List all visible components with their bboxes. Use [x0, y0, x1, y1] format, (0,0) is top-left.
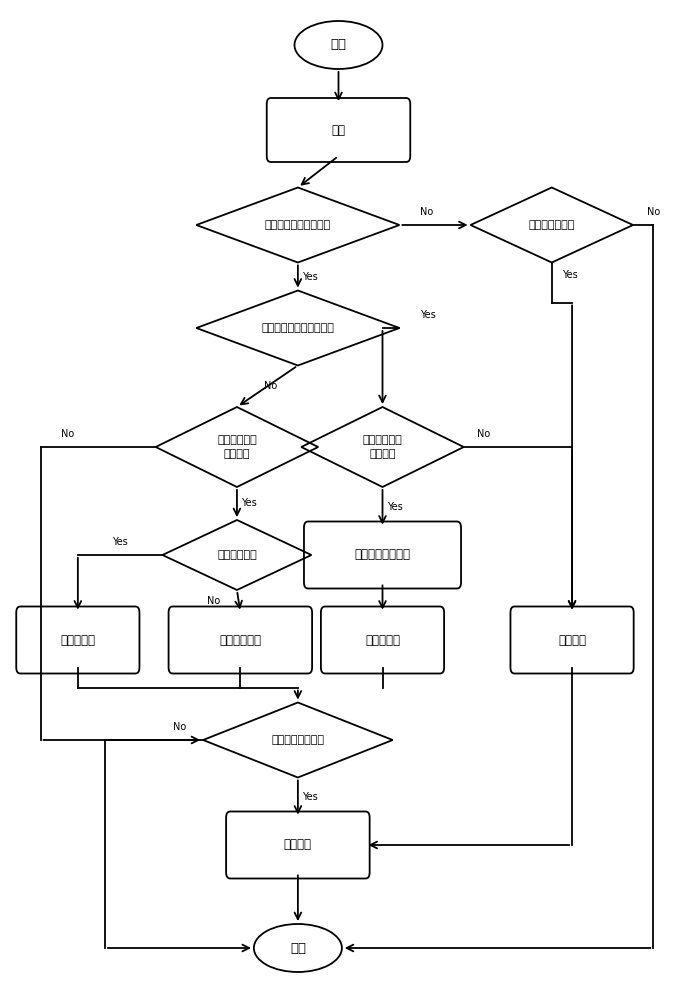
Text: Yes: Yes: [387, 502, 403, 512]
Text: 中性点小电阻接地: 中性点小电阻接地: [355, 548, 410, 562]
Text: 是否有停电发生: 是否有停电发生: [529, 220, 575, 230]
Text: 故障在检测点上游: 故障在检测点上游: [271, 735, 324, 745]
Text: No: No: [477, 429, 491, 439]
Text: 电流小于短路故障阈值: 电流小于短路故障阈值: [265, 220, 331, 230]
Text: Yes: Yes: [420, 310, 435, 320]
Text: Yes: Yes: [302, 271, 318, 282]
Text: Yes: Yes: [562, 270, 577, 280]
Text: No: No: [173, 722, 186, 732]
Text: Yes: Yes: [112, 537, 128, 547]
Text: No: No: [420, 207, 433, 217]
Text: 短路故障: 短路故障: [558, 634, 586, 647]
Text: 结束: 结束: [290, 942, 306, 954]
Text: Yes: Yes: [302, 792, 318, 802]
Text: 录波启动为电流突变启动: 录波启动为电流突变启动: [261, 323, 334, 333]
Text: 不接地算法: 不接地算法: [60, 634, 95, 647]
Text: No: No: [264, 381, 278, 391]
Text: No: No: [206, 596, 220, 606]
Text: Yes: Yes: [241, 498, 257, 508]
Text: 就地报警: 就地报警: [284, 838, 312, 852]
Text: No: No: [61, 429, 74, 439]
Text: 开始: 开始: [330, 38, 347, 51]
Text: No: No: [647, 207, 660, 217]
Text: 消弧线圈算法: 消弧线圈算法: [219, 634, 261, 647]
Text: 电流突变大于
启动阈值: 电流突变大于 启动阈值: [363, 435, 402, 459]
Text: 小电阻算法: 小电阻算法: [365, 634, 400, 647]
Text: 电压突变大于
启动阈值: 电压突变大于 启动阈值: [217, 435, 257, 459]
Text: 中性点不接地: 中性点不接地: [217, 550, 257, 560]
Text: 采样: 采样: [332, 123, 345, 136]
